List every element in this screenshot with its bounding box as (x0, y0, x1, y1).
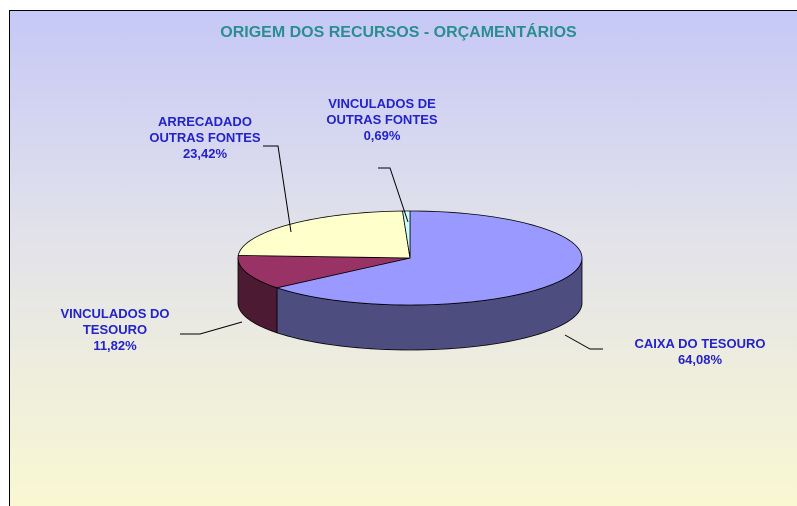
leader-line (180, 321, 243, 335)
category-label: ARRECADADO OUTRAS FONTES (149, 114, 261, 145)
category-label: VINCULADOS DE OUTRAS FONTES (326, 96, 438, 127)
slice (402, 210, 411, 259)
category-label: VINCULADOS DO TESOURO (60, 306, 170, 337)
category-label: CAIXA DO TESOURO (634, 336, 766, 351)
slice-label: ARRECADADO OUTRAS FONTES 23,42% (143, 114, 268, 162)
slice (237, 210, 411, 259)
slice-label: CAIXA DO TESOURO 64,08% (610, 336, 790, 368)
value-label: 0,69% (363, 128, 401, 143)
leader-line (378, 167, 409, 223)
slice (275, 210, 583, 306)
slice-label: VINCULADOS DE OUTRAS FONTES 0,69% (317, 96, 447, 144)
slice-label: VINCULADOS DO TESOURO 11,82% (45, 306, 185, 354)
chart-title: ORIGEM DOS RECURSOS - ORÇAMENTÁRIOS (220, 24, 577, 41)
leader-line (263, 145, 292, 233)
value-label: 23,42% (182, 146, 228, 161)
value-label: 64,08% (677, 352, 723, 367)
value-label: 11,82% (93, 338, 137, 353)
slice (237, 254, 411, 289)
leader-line (564, 334, 603, 350)
